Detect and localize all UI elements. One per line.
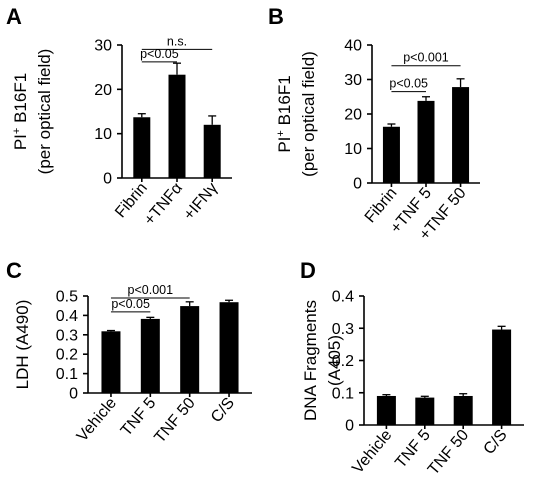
y-tick-label: 30 xyxy=(344,72,362,89)
bar xyxy=(140,318,160,393)
panel-letter: B xyxy=(268,4,284,29)
panel-letter: D xyxy=(300,258,316,283)
bar xyxy=(180,306,200,393)
significance-label: p<0.001 xyxy=(128,283,174,297)
y-axis-label: PI+ B16F1 xyxy=(275,75,294,152)
y-axis-label: (A405) xyxy=(325,335,344,386)
significance-label: p<0.001 xyxy=(403,51,449,65)
y-tick-label: 20 xyxy=(344,107,362,124)
bar xyxy=(376,395,396,425)
bar xyxy=(203,124,221,178)
y-axis-label-part: B16F1 xyxy=(275,75,294,130)
y-axis-label: LDH (A490) xyxy=(13,300,32,390)
significance-label: p<0.05 xyxy=(111,297,150,311)
chart-panel-d: D 0 0.1 0.2 0.3 0.4 DNA Fragments (A405) Vehicle… xyxy=(300,258,524,478)
y-tick-label: 0.1 xyxy=(332,385,354,402)
panel-letter: A xyxy=(6,4,22,29)
y-axis-label: DNA Fragments xyxy=(301,300,320,421)
y-axis-label-part: PI xyxy=(275,137,294,153)
y-tick-label: 10 xyxy=(344,141,362,158)
y-tick-label: 0.4 xyxy=(56,308,78,325)
category-label: TNF 50 xyxy=(151,395,198,447)
bar xyxy=(168,74,186,178)
bar xyxy=(452,87,470,183)
significance-label: p<0.05 xyxy=(140,47,179,61)
y-axis-label: (per optical field) xyxy=(35,49,54,175)
y-axis-label-sup: + xyxy=(11,128,23,134)
bar xyxy=(417,100,435,183)
y-axis-label-part: PI xyxy=(11,134,30,150)
y-tick-label: 0.3 xyxy=(332,321,354,338)
bar xyxy=(453,395,473,425)
significance-label: p<0.05 xyxy=(389,77,428,91)
bar xyxy=(415,397,435,425)
category-label: C/S xyxy=(480,427,510,458)
y-tick-label: 0.2 xyxy=(56,347,78,364)
y-axis-label: (per optical field) xyxy=(299,51,318,177)
y-tick-label: 0.4 xyxy=(332,289,354,306)
y-axis-label-part: B16F1 xyxy=(11,73,30,128)
category-label: TNF 50 xyxy=(425,427,472,479)
y-tick-label: 20 xyxy=(94,82,112,99)
y-tick-label: 0.1 xyxy=(56,366,78,383)
y-axis-label-sup: + xyxy=(275,130,287,136)
y-axis-label: PI+ B16F1 xyxy=(11,73,30,150)
significance-label: n.s. xyxy=(167,34,187,48)
category-label: Vehicle xyxy=(349,427,395,478)
y-tick-label: 0 xyxy=(103,171,112,188)
y-tick-label: 10 xyxy=(94,126,112,143)
bar xyxy=(382,126,400,183)
bar xyxy=(492,329,512,425)
y-tick-label: 0.5 xyxy=(56,289,78,306)
category-label: +TNFα xyxy=(141,180,186,229)
y-tick-label: 0 xyxy=(69,386,78,403)
y-tick-label: 0.3 xyxy=(56,327,78,344)
category-label: C/S xyxy=(208,395,238,426)
category-label: +IFNγ xyxy=(181,180,222,224)
y-tick-label: 30 xyxy=(94,38,112,55)
y-tick-label: 40 xyxy=(344,38,362,55)
y-tick-label: 0 xyxy=(345,418,354,435)
bar xyxy=(133,117,151,178)
panel-letter: C xyxy=(6,258,22,283)
y-tick-label: 0 xyxy=(353,176,362,193)
bar xyxy=(219,302,239,393)
y-tick-label: 0.2 xyxy=(332,353,354,370)
bar xyxy=(101,331,121,393)
category-label: Vehicle xyxy=(74,395,120,446)
